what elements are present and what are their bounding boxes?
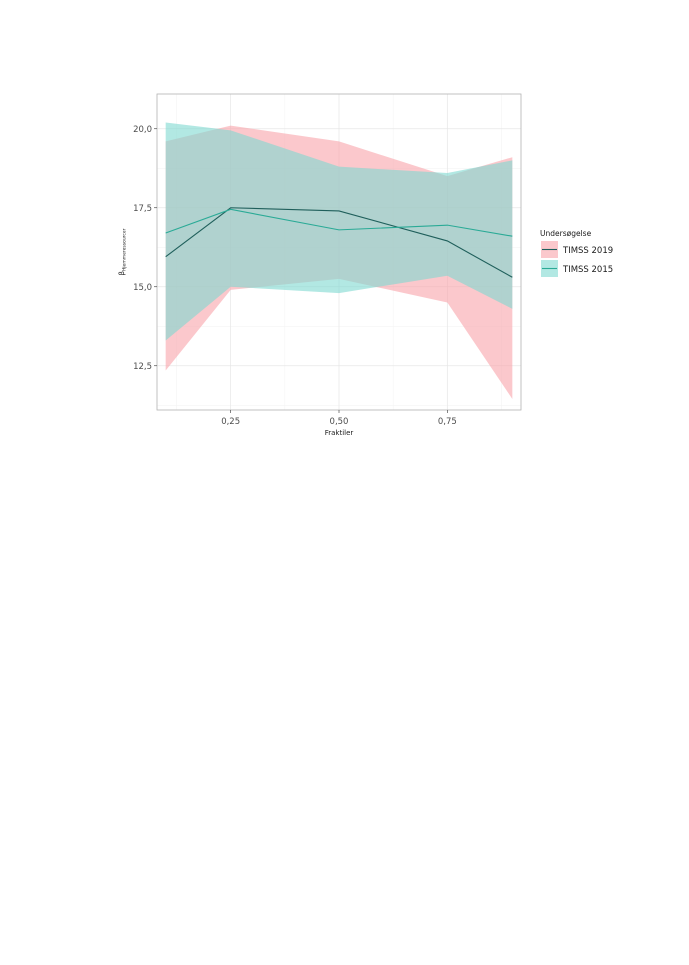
confidence-ribbons xyxy=(165,122,513,399)
legend-label-timss-2019: TIMSS 2019 xyxy=(562,246,613,256)
x-tick-label: 0,50 xyxy=(330,417,349,427)
x-tick-label: 0,75 xyxy=(438,417,457,427)
y-axis-ticks: 12,5 15,0 17,5 20,0 xyxy=(133,125,157,372)
y-tick-label: 12,5 xyxy=(133,362,152,372)
x-axis-title: Fraktiler xyxy=(325,429,354,437)
y-tick-label: 17,5 xyxy=(133,204,152,214)
legend-label-timss-2015: TIMSS 2015 xyxy=(562,265,613,275)
y-axis-title: βHjemmeressourcer xyxy=(118,228,128,275)
ribbon-timss-2015 xyxy=(165,122,513,341)
series-lines xyxy=(165,207,513,278)
y-tick-label: 20,0 xyxy=(133,125,152,135)
x-tick-label: 0,25 xyxy=(221,417,240,427)
legend: Undersøgelse TIMSS 2019 TIMSS 2015 xyxy=(540,229,613,277)
legend-title: Undersøgelse xyxy=(540,229,592,238)
x-axis-ticks: 0,25 0,50 0,75 xyxy=(221,410,457,427)
y-axis-title-symbol: β xyxy=(118,271,126,275)
y-tick-label: 15,0 xyxy=(133,283,152,293)
y-axis-title-subscript: Hjemmeressourcer xyxy=(122,228,128,271)
